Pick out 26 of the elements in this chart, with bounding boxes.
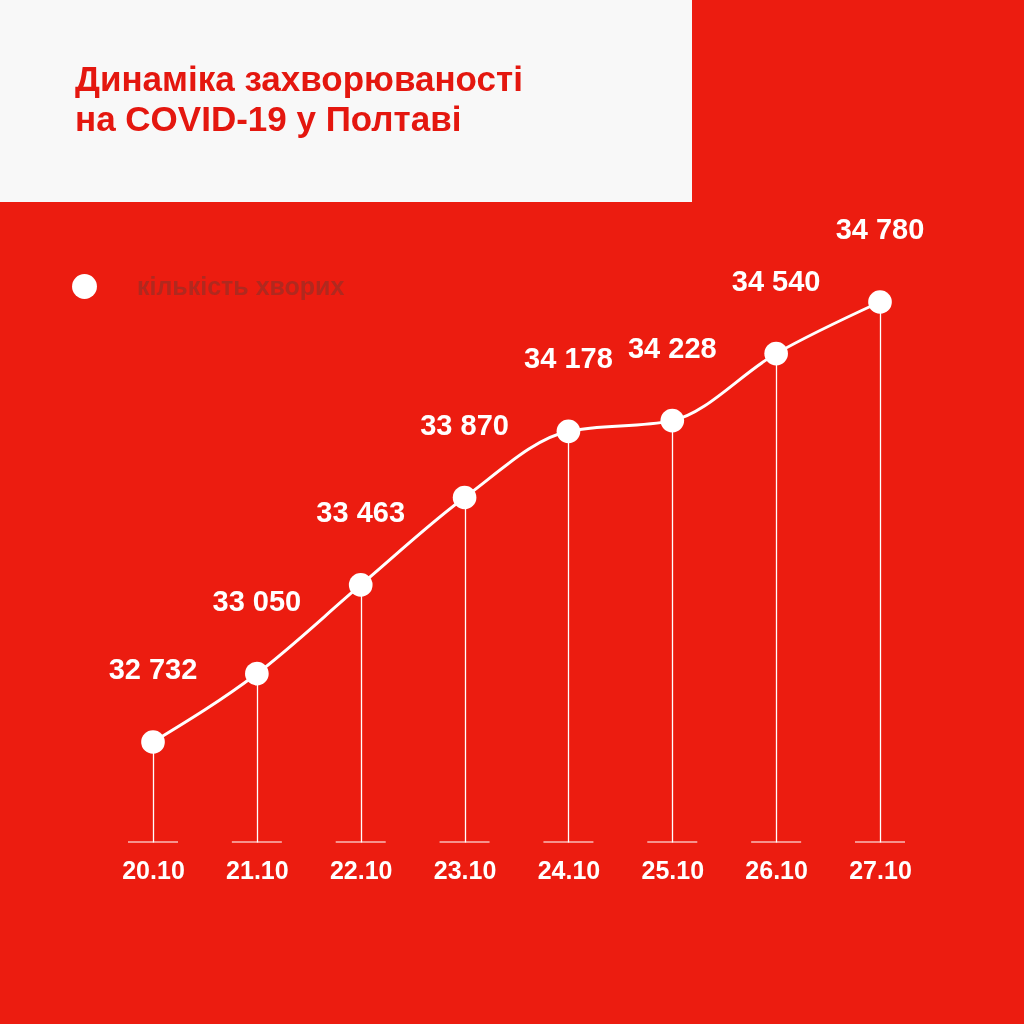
point: [348, 573, 373, 597]
data-label: 33 870: [420, 408, 509, 441]
data-label: 34 780: [835, 213, 925, 245]
data-label: 34 540: [731, 264, 821, 297]
x-tick-label: 25.10: [641, 855, 705, 884]
legend-label: кількість хворих: [137, 271, 345, 300]
data-label: 33 050: [212, 584, 302, 617]
data-label: 34 228: [627, 331, 717, 364]
data-label: 34 178: [524, 342, 613, 375]
point: [141, 730, 165, 754]
x-tick-label: 22.10: [329, 855, 393, 884]
point: [452, 485, 477, 510]
x-tick-label: 21.10: [226, 855, 289, 884]
data-label: 32 732: [108, 653, 198, 685]
point: [556, 419, 581, 444]
x-tick-label: 23.10: [433, 855, 497, 884]
x-tick-label: 24.10: [537, 855, 601, 884]
x-tick-label: 26.10: [745, 855, 808, 884]
data-label: 33 463: [316, 495, 406, 528]
point: [660, 408, 685, 433]
chart-title: Динаміка захворюваності на COVID-19 у Полтаві: [75, 59, 523, 138]
point: [868, 290, 892, 314]
point: [764, 341, 788, 366]
x-tick-label: 20.10: [122, 855, 185, 884]
x-tick-label: 27.10: [849, 855, 912, 884]
point: [245, 661, 269, 686]
